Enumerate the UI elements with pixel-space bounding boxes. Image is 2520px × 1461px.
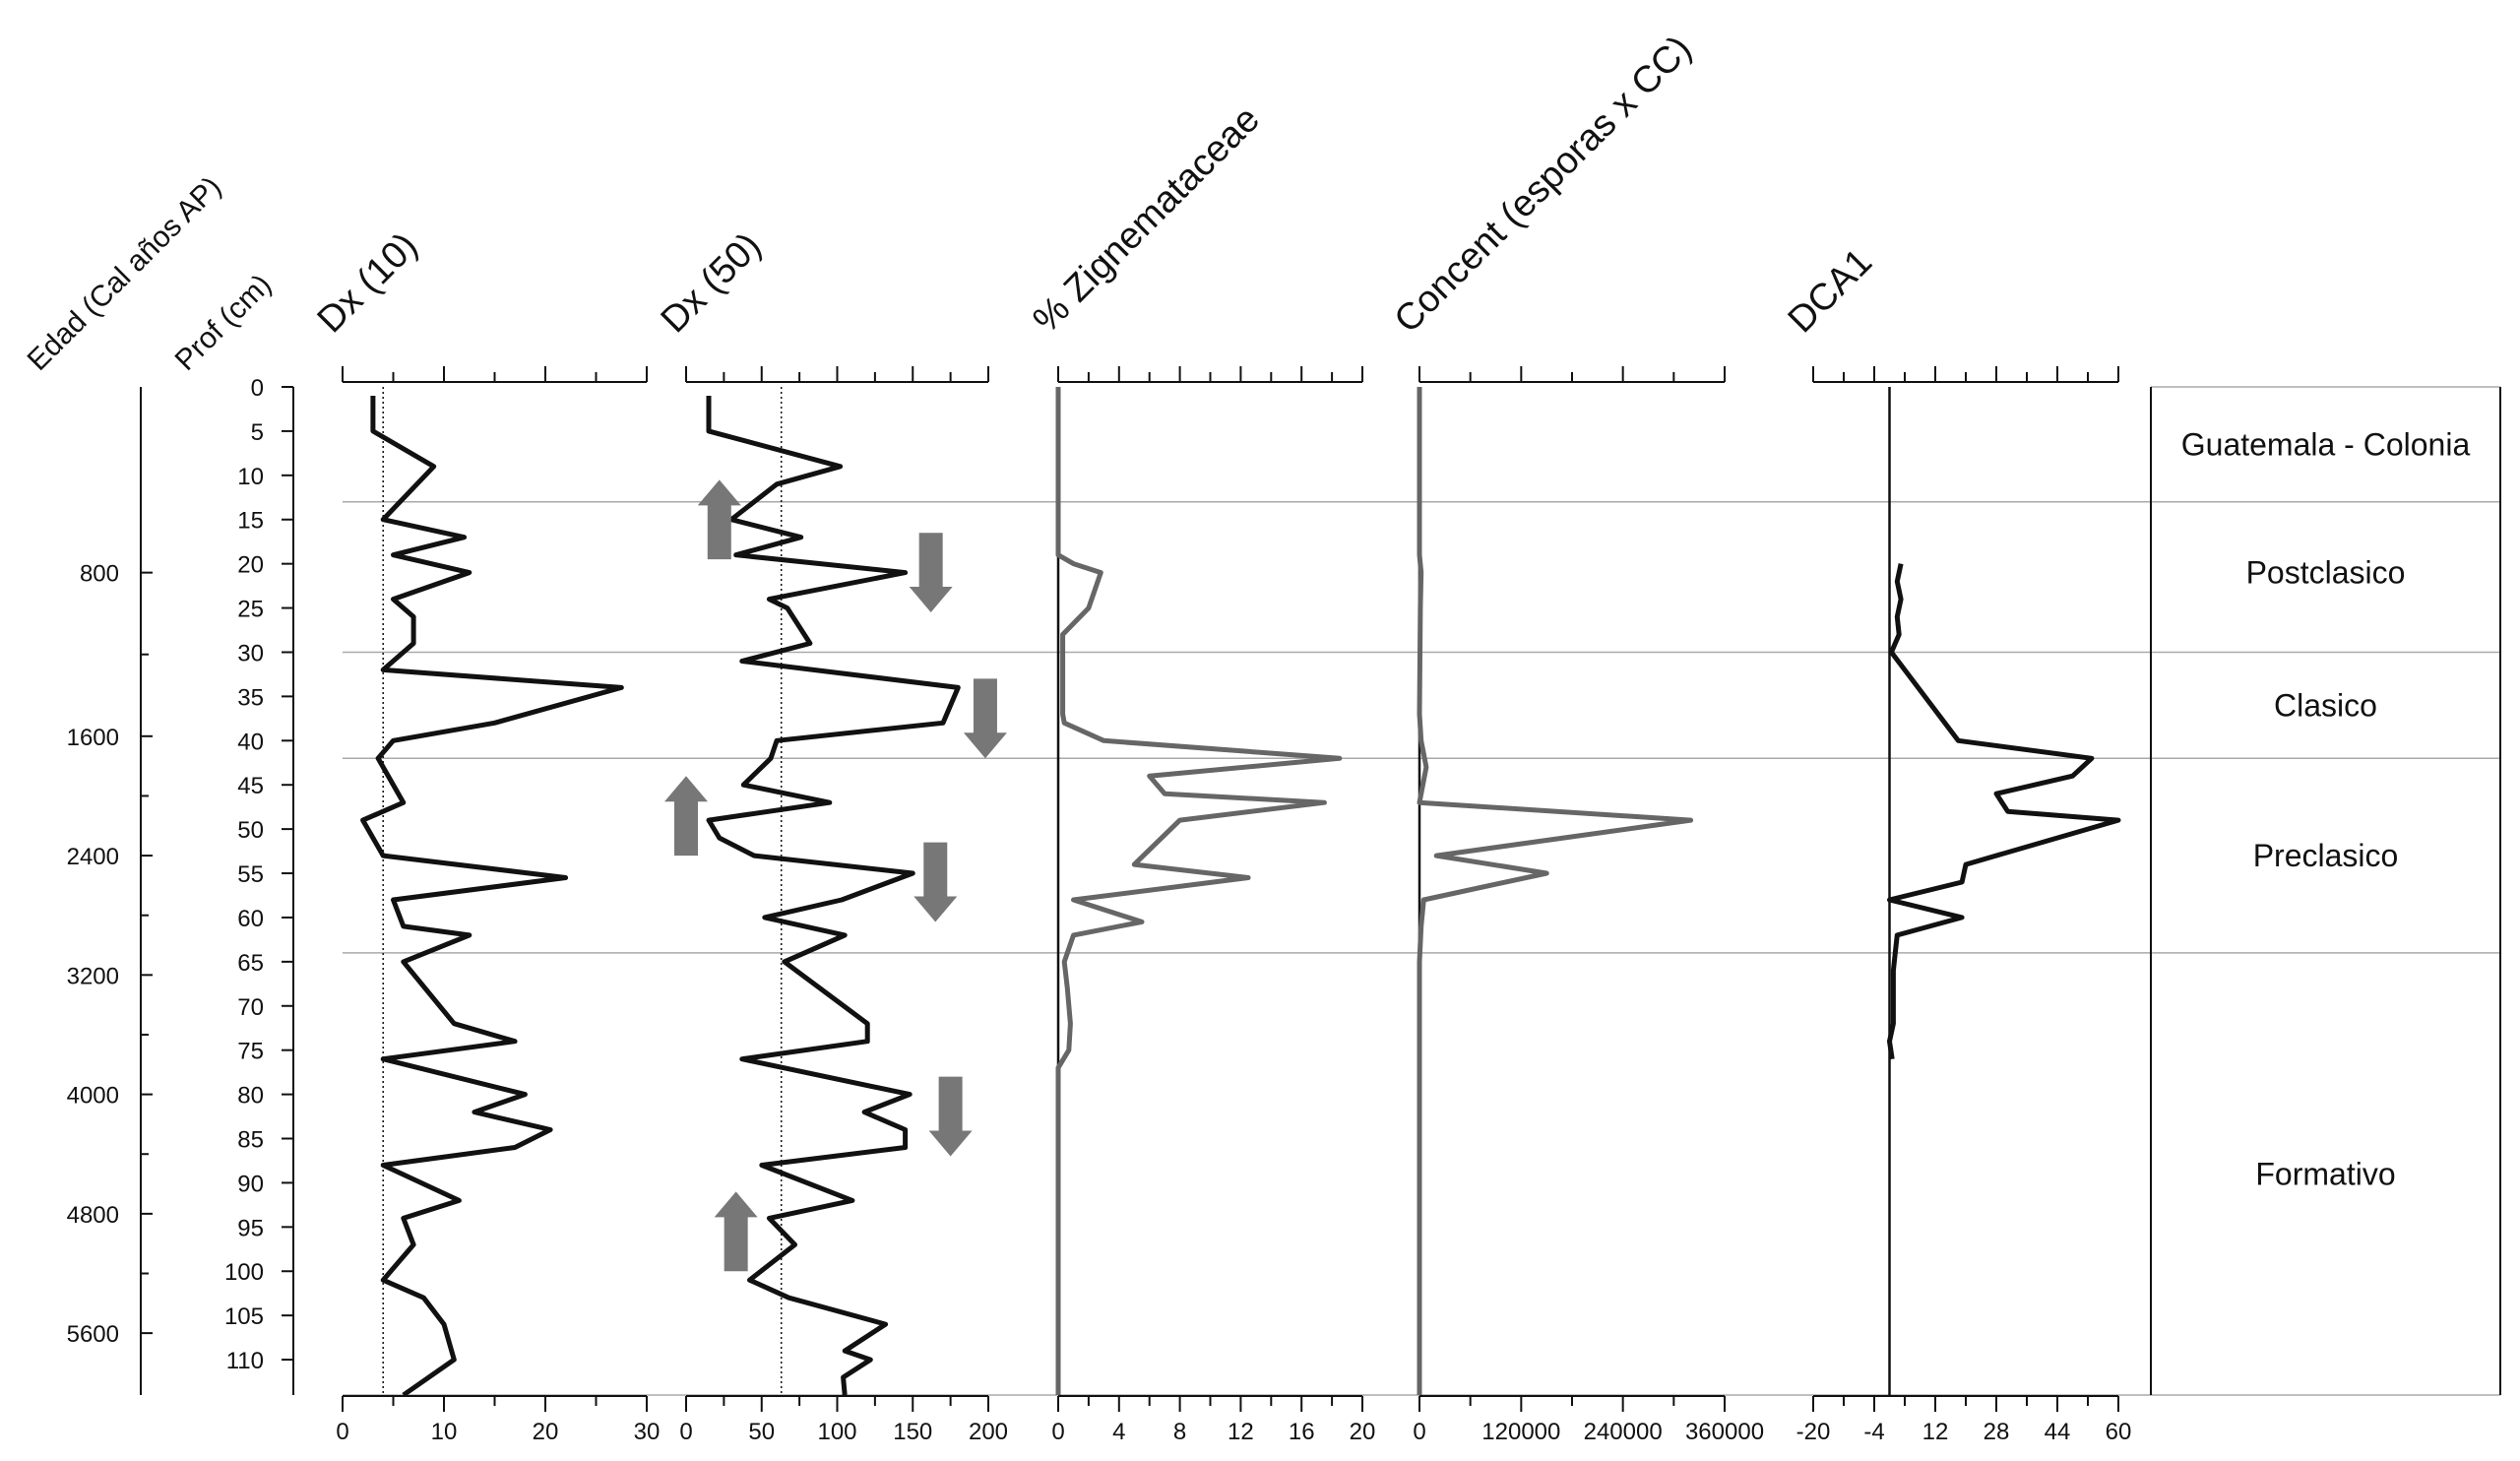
- depth-tick-label: 30: [237, 640, 264, 667]
- panel-title: DCA1: [1781, 241, 1880, 341]
- panel-tick-label: 20: [1350, 1419, 1376, 1445]
- series-line-2: [1055, 387, 1343, 1395]
- arrow-down-icon: [928, 1076, 973, 1157]
- data-series: [360, 387, 2121, 1398]
- panel-title: % Zignemataceae: [1026, 98, 1268, 341]
- age-tick-label: 4000: [67, 1083, 119, 1110]
- age-tick-label: 2400: [67, 844, 119, 870]
- depth-tick-label: 80: [237, 1083, 264, 1110]
- depth-tick-label: 40: [237, 729, 264, 755]
- panel-tick-label: 8: [1173, 1419, 1186, 1445]
- arrow-up-icon: [697, 479, 741, 560]
- panel-tick-label: 100: [817, 1419, 856, 1445]
- depth-tick-label: 20: [237, 552, 264, 579]
- depth-tick-label: 100: [224, 1259, 264, 1286]
- depth-tick-label: 10: [237, 464, 264, 490]
- panel-tick-label: 10: [431, 1419, 458, 1445]
- panel-tick-label: 4: [1112, 1419, 1125, 1445]
- age-tick-label: 4800: [67, 1202, 119, 1229]
- panel-tick-label: 20: [533, 1419, 559, 1445]
- zone-label: Postclasico: [2246, 555, 2406, 591]
- depth-tick-label: 65: [237, 950, 264, 977]
- column-headers: Edad (Cal años AP) Prof (cm): [22, 170, 279, 377]
- depth-tick-label: 90: [237, 1171, 264, 1197]
- arrow-up-icon: [714, 1191, 758, 1272]
- depth-tick-label: 70: [237, 994, 264, 1021]
- depth-tick-label: 45: [237, 773, 264, 799]
- depth-tick-label: 25: [237, 597, 264, 623]
- panel-title: Dx (10): [310, 225, 426, 342]
- depth-tick-label: 55: [237, 861, 264, 888]
- depth-tick-label: 85: [237, 1127, 264, 1154]
- panel-tick-label: -20: [1796, 1419, 1831, 1445]
- panel-tick-label: 12: [1922, 1419, 1949, 1445]
- zone-labels: Guatemala - Colonia Postclasico Clasico Pre…: [2181, 426, 2471, 1191]
- series-line-0: [360, 396, 624, 1398]
- trend-arrows: [664, 479, 1007, 1272]
- panel-tick-label: 200: [969, 1419, 1008, 1445]
- panel-tick-label: 0: [1051, 1419, 1064, 1445]
- depth-tick-label: 5: [251, 419, 264, 446]
- axes: 8001600240032004000480056000510152025303…: [67, 28, 2501, 1445]
- zone-label: Guatemala - Colonia: [2181, 426, 2471, 462]
- zone-label: Formativo: [2255, 1156, 2395, 1191]
- series-line-1: [706, 396, 961, 1396]
- arrow-down-icon: [963, 678, 1007, 759]
- zone-label: Preclasico: [2253, 838, 2399, 873]
- panel-tick-label: 0: [679, 1419, 692, 1445]
- arrow-down-icon: [914, 842, 958, 922]
- depth-axis-title: Prof (cm): [169, 268, 279, 377]
- depth-tick-label: 60: [237, 906, 264, 932]
- arrow-down-icon: [909, 533, 953, 613]
- depth-tick-label: 95: [237, 1215, 264, 1241]
- panel-tick-label: 0: [1413, 1419, 1425, 1445]
- depth-tick-label: 15: [237, 508, 264, 535]
- age-tick-label: 5600: [67, 1321, 119, 1348]
- series-line-4: [1887, 563, 2121, 1060]
- age-tick-label: 1600: [67, 725, 119, 751]
- depth-tick-label: 75: [237, 1039, 264, 1065]
- depth-tick-label: 110: [226, 1348, 264, 1374]
- depth-tick-label: 0: [251, 375, 264, 402]
- panel-tick-label: 16: [1289, 1419, 1315, 1445]
- panel-tick-label: -4: [1863, 1419, 1884, 1445]
- panel-tick-label: 360000: [1685, 1419, 1764, 1445]
- series-line-3: [1417, 387, 1694, 1395]
- panel-title: Concent (esporas x CC): [1387, 28, 1700, 341]
- depth-tick-label: 35: [237, 684, 264, 711]
- panel-tick-label: 50: [748, 1419, 775, 1445]
- panel-tick-label: 12: [1228, 1419, 1254, 1445]
- age-tick-label: 3200: [67, 963, 119, 989]
- panel-tick-label: 0: [336, 1419, 348, 1445]
- depth-tick-label: 105: [224, 1303, 264, 1330]
- age-tick-label: 800: [80, 561, 119, 588]
- panel-title: Dx (50): [654, 225, 770, 342]
- arrow-up-icon: [664, 776, 708, 857]
- panel-tick-label: 60: [2106, 1419, 2132, 1445]
- panel-tick-label: 150: [893, 1419, 932, 1445]
- depth-tick-label: 50: [237, 817, 264, 844]
- zone-label: Clasico: [2274, 687, 2377, 723]
- panel-tick-label: 28: [1984, 1419, 2010, 1445]
- panel-tick-label: 30: [634, 1419, 661, 1445]
- panel-tick-label: 120000: [1481, 1419, 1560, 1445]
- panel-tick-label: 44: [2045, 1419, 2071, 1445]
- panel-tick-label: 240000: [1584, 1419, 1663, 1445]
